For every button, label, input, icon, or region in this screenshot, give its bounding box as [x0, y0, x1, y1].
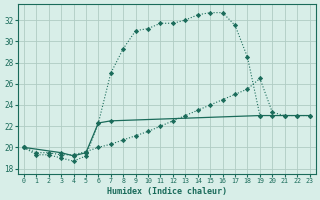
- X-axis label: Humidex (Indice chaleur): Humidex (Indice chaleur): [107, 187, 227, 196]
